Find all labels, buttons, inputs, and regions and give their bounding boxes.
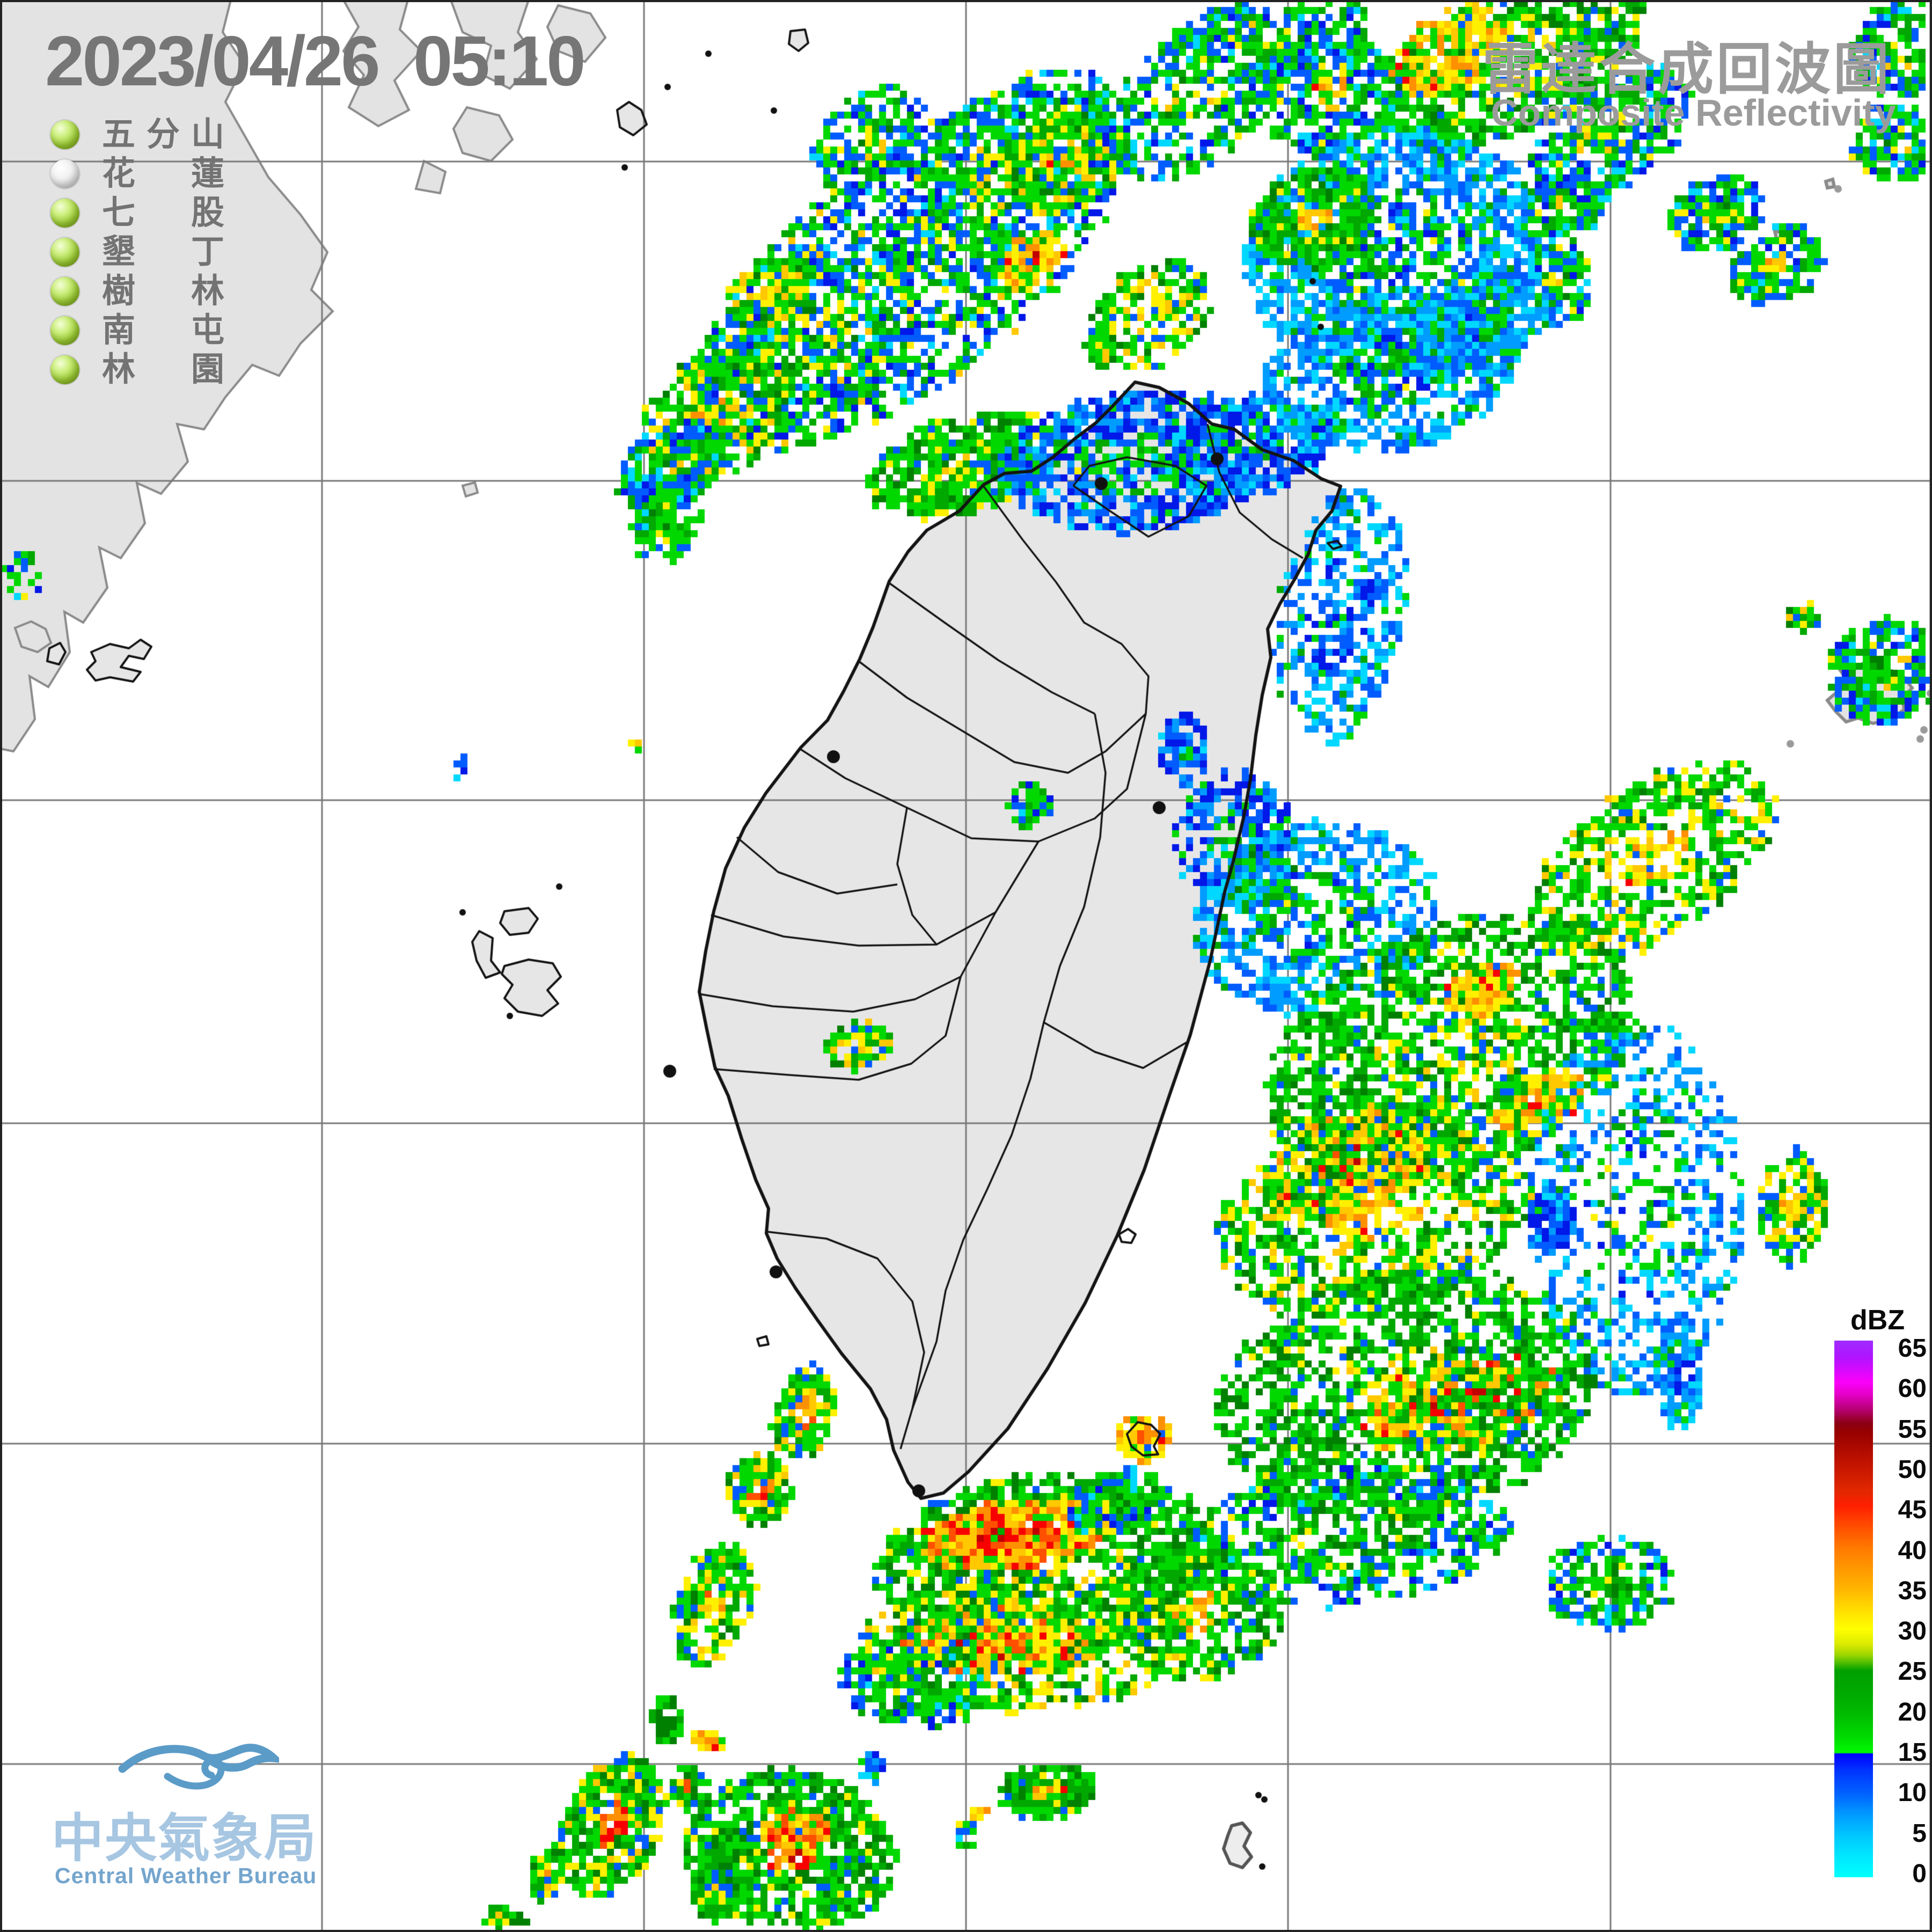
dbz-tick-10: 10 bbox=[1898, 1779, 1927, 1807]
station-status-green-icon bbox=[50, 237, 79, 267]
station-row-4: 墾丁 bbox=[50, 232, 224, 272]
station-status-white-icon bbox=[50, 159, 79, 188]
dbz-unit-label: dBZ bbox=[1850, 1305, 1905, 1336]
dbz-tick-50: 50 bbox=[1898, 1455, 1927, 1484]
map-title-chinese: 雷達合成回波圖 bbox=[1482, 39, 1892, 101]
station-status-list: 五分山花蓮七股墾丁樹林南屯林園 bbox=[50, 115, 224, 389]
station-name: 樹林 bbox=[102, 272, 224, 310]
dbz-legend: dBZ 65 60 55 50 45 40 35 30 25 20 15 10 5 0 bbox=[1827, 1304, 1932, 1894]
station-row-5: 樹林 bbox=[50, 272, 224, 311]
station-name: 南屯 bbox=[102, 311, 224, 349]
dbz-tick-30: 30 bbox=[1898, 1617, 1927, 1646]
station-row-1: 五分山 bbox=[50, 115, 224, 154]
dbz-color-bar bbox=[1834, 1341, 1873, 1877]
station-name: 五分山 bbox=[102, 115, 224, 153]
dbz-tick-35: 35 bbox=[1898, 1576, 1927, 1605]
station-status-green-icon bbox=[50, 276, 79, 306]
timestamp: 2023/04/26 05:10 bbox=[45, 21, 586, 100]
station-name: 七股 bbox=[102, 194, 224, 231]
station-status-green-icon bbox=[50, 355, 79, 384]
station-name: 林園 bbox=[102, 350, 224, 388]
dbz-tick-15: 15 bbox=[1898, 1738, 1927, 1767]
dbz-tick-0: 0 bbox=[1912, 1859, 1927, 1888]
dbz-tick-20: 20 bbox=[1898, 1697, 1927, 1726]
dbz-tick-60: 60 bbox=[1898, 1374, 1927, 1403]
dbz-tick-65: 65 bbox=[1898, 1334, 1927, 1363]
station-row-7: 林園 bbox=[50, 350, 224, 389]
station-status-green-icon bbox=[50, 316, 79, 345]
dbz-tick-25: 25 bbox=[1898, 1657, 1927, 1686]
station-row-6: 南屯 bbox=[50, 311, 224, 350]
dbz-tick-45: 45 bbox=[1898, 1496, 1927, 1525]
station-status-green-icon bbox=[50, 198, 79, 228]
station-name: 墾丁 bbox=[102, 233, 224, 270]
dbz-tick-55: 55 bbox=[1898, 1415, 1927, 1444]
dbz-tick-5: 5 bbox=[1912, 1819, 1927, 1848]
station-row-3: 七股 bbox=[50, 193, 224, 232]
station-row-2: 花蓮 bbox=[50, 154, 224, 193]
dbz-tick-40: 40 bbox=[1898, 1536, 1927, 1565]
cwb-name-chinese: 中央氣象局 bbox=[52, 1809, 317, 1868]
station-name: 花蓮 bbox=[102, 155, 224, 192]
station-status-green-icon bbox=[50, 120, 79, 149]
cwb-name-english: Central Weather Bureau bbox=[55, 1863, 317, 1888]
map-title-english: Composite Reflectivity bbox=[1491, 92, 1896, 134]
cwb-wave-icon bbox=[118, 1744, 279, 1790]
